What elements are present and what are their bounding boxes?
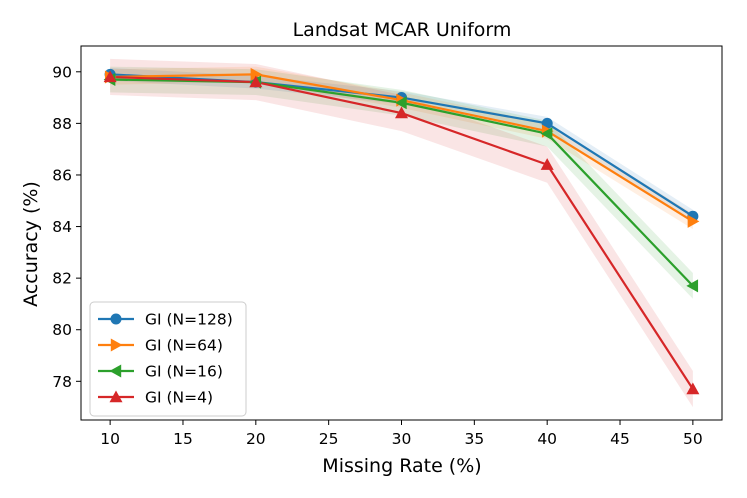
legend-box bbox=[89, 301, 247, 417]
x-tick-label: 30 bbox=[392, 430, 412, 448]
data-point-gi-n-16 bbox=[686, 279, 699, 293]
data-point-gi-n-64 bbox=[687, 214, 700, 228]
legend-label: GI (N=16) bbox=[145, 363, 223, 381]
x-axis-label: Missing Rate (%) bbox=[322, 455, 481, 477]
data-point-gi-n-16 bbox=[540, 127, 553, 141]
y-tick-label: 82 bbox=[52, 270, 72, 288]
legend-label: GI (N=128) bbox=[145, 311, 233, 329]
y-axis-ticks: 78 80 82 84 86 88 90 bbox=[52, 63, 81, 391]
legend: GI (N=128) GI (N=64) GI (N=16) GI (N=4) bbox=[89, 301, 247, 417]
x-tick-label: 40 bbox=[537, 430, 557, 448]
x-tick-label: 25 bbox=[319, 430, 339, 448]
band-gi-n-4 bbox=[110, 58, 693, 408]
y-tick-label: 86 bbox=[52, 166, 72, 184]
x-tick-label: 35 bbox=[464, 430, 484, 448]
x-tick-label: 45 bbox=[610, 430, 630, 448]
data-point-gi-n-4 bbox=[249, 75, 263, 88]
y-tick-label: 80 bbox=[52, 321, 72, 339]
legend-marker bbox=[109, 364, 122, 378]
legend-label: GI (N=4) bbox=[145, 389, 213, 407]
legend-entry: GI (N=4) bbox=[98, 389, 213, 407]
data-point-gi-n-64 bbox=[250, 67, 263, 81]
x-tick-label: 50 bbox=[683, 430, 703, 448]
data-point-gi-n-16 bbox=[395, 96, 407, 110]
legend-entry: GI (N=16) bbox=[98, 363, 223, 381]
legend-marker bbox=[110, 338, 123, 352]
x-axis-ticks: 10 15 20 25 30 35 40 45 50 bbox=[100, 420, 703, 448]
legend-entry: GI (N=64) bbox=[98, 337, 223, 355]
data-point-gi-n-4 bbox=[395, 106, 408, 119]
data-markers bbox=[103, 67, 700, 395]
y-tick-label: 84 bbox=[52, 218, 72, 236]
x-tick-label: 15 bbox=[173, 430, 193, 448]
legend-label: GI (N=64) bbox=[145, 337, 223, 355]
legend-marker bbox=[109, 390, 123, 403]
x-tick-label: 20 bbox=[246, 430, 266, 448]
y-tick-label: 78 bbox=[52, 373, 72, 391]
data-point-gi-n-4 bbox=[103, 70, 117, 83]
data-point-gi-n-4 bbox=[686, 382, 700, 395]
y-tick-label: 88 bbox=[52, 115, 72, 133]
legend-marker bbox=[110, 313, 122, 325]
legend-entry: GI (N=128) bbox=[98, 311, 233, 329]
y-tick-label: 90 bbox=[52, 63, 72, 81]
x-tick-label: 10 bbox=[100, 430, 120, 448]
data-point-gi-n-4 bbox=[540, 158, 554, 170]
chart-title: Landsat MCAR Uniform bbox=[293, 19, 512, 41]
y-axis-label: Accuracy (%) bbox=[20, 181, 42, 307]
